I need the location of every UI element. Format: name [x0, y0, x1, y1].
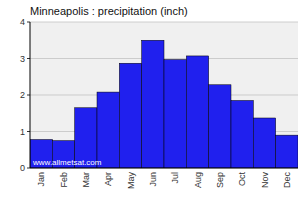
x-tick-label: Aug	[193, 172, 203, 188]
x-tick-label: Apr	[103, 172, 113, 186]
x-tick-label: Nov	[260, 172, 270, 189]
x-axis-line	[30, 168, 298, 169]
y-tick-label: 2	[20, 90, 25, 100]
y-tick-label: 3	[20, 54, 25, 64]
y-tick-label: 0	[20, 163, 25, 173]
bar	[231, 100, 253, 168]
x-tick-label: Oct	[237, 172, 247, 187]
chart: 0 1 2 3 4 www.allmetsat.com Jan Feb Mar Apr May Jun…	[0, 0, 306, 200]
grid-line	[30, 168, 298, 169]
watermark: www.allmetsat.com	[32, 158, 102, 167]
chart-container: 0 1 2 3 4 www.allmetsat.com Jan Feb Mar Apr May Jun…	[0, 0, 306, 200]
title: Minneapolis : precipitation (inch)	[30, 5, 188, 17]
bar	[209, 85, 231, 168]
x-tick-label: Dec	[282, 172, 292, 189]
y-axis-line	[30, 22, 31, 168]
bars	[30, 40, 298, 168]
y-tick-label: 1	[20, 127, 25, 137]
bar	[253, 118, 275, 168]
bar	[164, 60, 186, 168]
x-tick-label: Feb	[59, 172, 69, 188]
bar	[142, 40, 164, 168]
x-tick-label: Jul	[170, 172, 180, 184]
x-tick-label: May	[126, 172, 136, 190]
bar	[186, 56, 208, 168]
bar	[119, 63, 141, 168]
x-tick-label: Jun	[148, 172, 158, 187]
x-tick-label: Mar	[81, 172, 91, 188]
x-tick-label: Jan	[36, 172, 46, 187]
bar	[276, 135, 298, 168]
x-tick-label: Sep	[215, 172, 225, 188]
bar	[97, 92, 119, 168]
y-tick-label: 4	[20, 17, 25, 27]
grid-line	[30, 22, 298, 23]
plot-background	[30, 22, 298, 168]
